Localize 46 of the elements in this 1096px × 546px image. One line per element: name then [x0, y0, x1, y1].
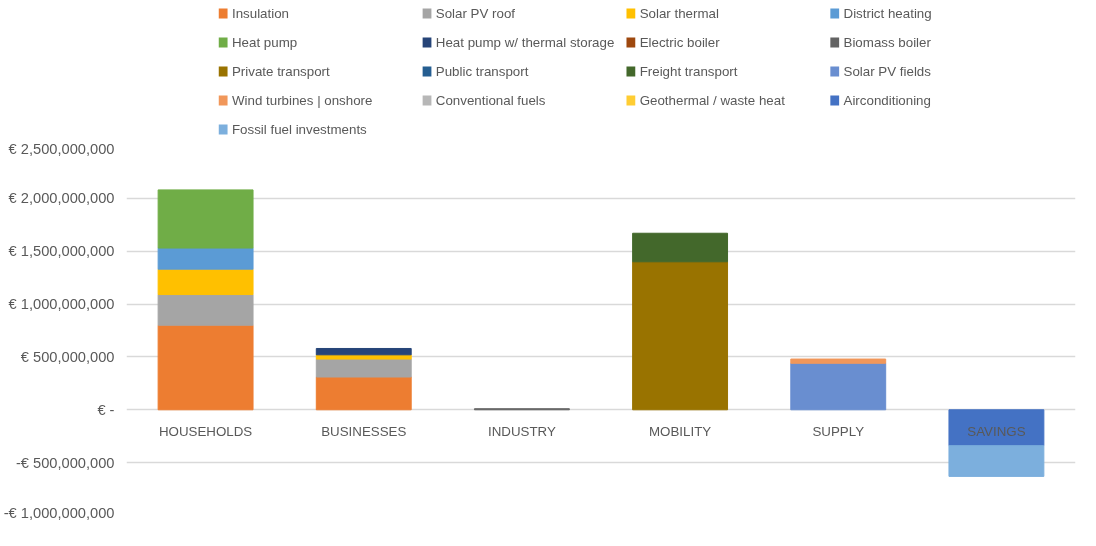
legend-label: Solar thermal [639, 6, 719, 21]
bar [790, 362, 887, 411]
legend-label: Freight transport [639, 64, 738, 79]
bar [157, 247, 254, 270]
legend-label: Conventional fuels [435, 93, 546, 108]
bar [315, 354, 412, 360]
bar [948, 445, 1045, 477]
legend-label: Electric boiler [639, 35, 721, 50]
legend-label: Heat pump w/ thermal storage [435, 35, 615, 50]
bar [157, 268, 254, 296]
bar [315, 358, 412, 378]
legend-label: Airconditioning [843, 93, 931, 108]
bar [948, 409, 1045, 447]
y-tick-label: € 1,500,000,000 [8, 243, 115, 260]
y-tick-label: € 2,500,000,000 [8, 140, 115, 157]
bar [157, 294, 254, 326]
legend-label: Solar PV fields [843, 64, 932, 79]
bar [632, 261, 729, 411]
legend-label: Fossil fuel investments [231, 122, 368, 137]
legend-label: Geothermal / waste heat [639, 93, 786, 108]
y-tick-label: -€ 1,000,000,000 [3, 504, 115, 521]
x-tick-label: BUSINESSES [321, 423, 407, 439]
y-tick-label: € - [97, 401, 115, 418]
x-tick-label: SAVINGS [967, 423, 1026, 439]
legend-label: Public transport [435, 64, 529, 79]
x-tick-label: MOBILITY [648, 423, 712, 439]
legend-label: Private transport [231, 64, 331, 79]
y-tick-label: € 2,000,000,000 [8, 190, 115, 207]
y-tick-label: € 500,000,000 [20, 348, 115, 365]
bar [632, 232, 729, 263]
legend-label: Biomass boiler [843, 35, 932, 50]
x-tick-label: HOUSEHOLDS [158, 423, 253, 439]
legend-label: Insulation [231, 6, 290, 21]
bar [790, 358, 887, 364]
bar [315, 347, 412, 356]
bar [315, 376, 412, 411]
legend-label: Solar PV roof [435, 6, 516, 21]
legend-label: District heating [843, 6, 932, 21]
y-tick-label: € 1,000,000,000 [8, 296, 115, 313]
bar [157, 189, 254, 249]
x-tick-label: SUPPLY [812, 423, 865, 439]
bar [157, 324, 254, 411]
legend-label: Heat pump [231, 35, 298, 50]
legend-label: Wind turbines | onshore [231, 93, 373, 108]
x-tick-label: INDUSTRY [487, 423, 556, 439]
y-tick-label: -€ 500,000,000 [15, 454, 115, 471]
